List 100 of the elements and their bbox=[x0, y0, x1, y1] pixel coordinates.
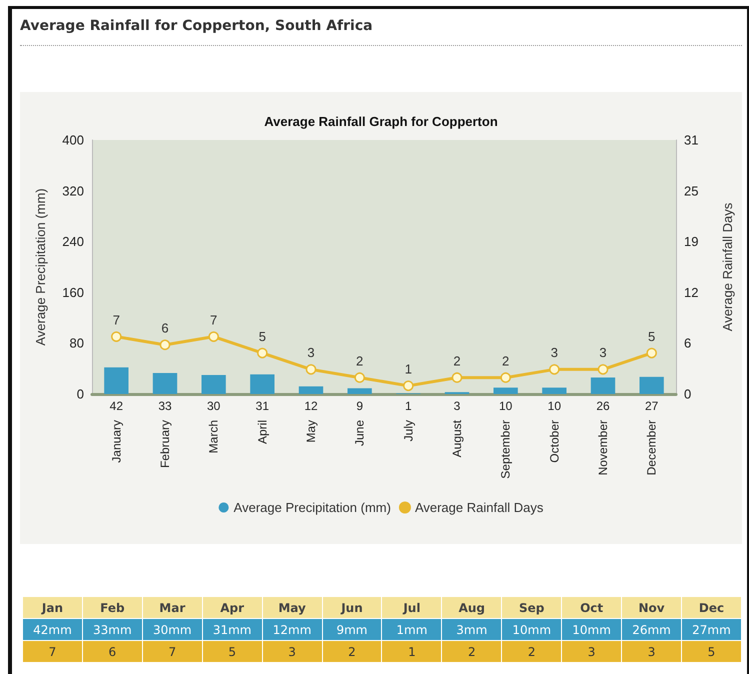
text: 2 bbox=[502, 640, 562, 662]
text: 3 bbox=[562, 640, 622, 662]
y2-tick-label: 0 bbox=[684, 386, 692, 402]
data-label: 5 bbox=[258, 328, 266, 344]
x-tick-label: October bbox=[547, 420, 562, 463]
data-label: 12 bbox=[304, 399, 318, 413]
x-tick-label: June bbox=[352, 420, 367, 446]
data-label: 42 bbox=[110, 399, 124, 413]
point bbox=[403, 380, 414, 392]
x-tick-label: December bbox=[644, 420, 659, 476]
text: 2 bbox=[442, 640, 502, 662]
bar bbox=[250, 374, 274, 394]
y2-tick-label: 12 bbox=[684, 284, 698, 300]
text: 1 bbox=[382, 640, 442, 662]
x-tick-label: January bbox=[109, 420, 124, 463]
text: 9mm bbox=[322, 618, 382, 640]
text: 31mm bbox=[202, 618, 262, 640]
data-label: 10 bbox=[548, 399, 562, 413]
legend-label: Average Rainfall Days bbox=[414, 500, 544, 515]
text: 10mm bbox=[502, 618, 562, 640]
data-label: 5 bbox=[648, 328, 656, 344]
text: 12mm bbox=[262, 618, 322, 640]
point bbox=[452, 372, 462, 383]
data-label: 3 bbox=[307, 345, 315, 360]
point bbox=[111, 331, 122, 342]
text: 42mm bbox=[22, 618, 82, 640]
bar bbox=[152, 373, 178, 394]
text: 33mm bbox=[82, 618, 142, 640]
data-label: 7 bbox=[210, 312, 218, 328]
x-tick-label: April bbox=[255, 420, 270, 444]
bar bbox=[494, 388, 518, 394]
bar bbox=[104, 367, 128, 394]
y2-axis-title: Average Rainfall Days bbox=[720, 202, 735, 332]
data-label: 7 bbox=[112, 312, 120, 328]
data-label: 2 bbox=[453, 353, 461, 368]
point bbox=[549, 364, 560, 375]
bar bbox=[348, 388, 372, 394]
text: 3 bbox=[262, 640, 322, 662]
point bbox=[354, 372, 365, 383]
text: Nov bbox=[622, 596, 682, 618]
text: Dec bbox=[681, 596, 742, 618]
point bbox=[598, 364, 608, 375]
data-label: 1 bbox=[404, 362, 412, 377]
x-tick-label: May bbox=[304, 420, 318, 443]
text: 7 bbox=[142, 640, 202, 662]
data-label: 2 bbox=[502, 353, 510, 368]
point bbox=[500, 372, 511, 383]
y-axis-title: Average Precipitation (mm) bbox=[33, 188, 48, 346]
text: 1mm bbox=[382, 618, 442, 640]
x-tick-label: September bbox=[498, 420, 513, 479]
data-label: 6 bbox=[161, 320, 169, 336]
y2-tick-label: 19 bbox=[684, 234, 698, 250]
y-tick-label: 400 bbox=[62, 132, 84, 148]
y-tick-label: 160 bbox=[62, 284, 84, 300]
chart-subtitle: Average Rainfall Graph for Copperton bbox=[264, 114, 498, 129]
text: 26mm bbox=[622, 618, 682, 640]
data-label: 2 bbox=[356, 353, 364, 368]
text: 3 bbox=[622, 640, 682, 662]
bar bbox=[590, 377, 616, 394]
y-tick-label: 80 bbox=[70, 336, 84, 351]
data-label: 27 bbox=[644, 399, 659, 413]
text: Jan bbox=[22, 596, 82, 618]
y2-tick-label: 31 bbox=[684, 132, 698, 148]
point bbox=[306, 364, 316, 375]
text: Aug bbox=[442, 596, 502, 618]
bar bbox=[542, 388, 566, 394]
text: 6 bbox=[82, 640, 142, 662]
x-tick-label: July bbox=[401, 420, 416, 442]
text: 10mm bbox=[562, 618, 622, 640]
point bbox=[646, 348, 657, 358]
point bbox=[208, 331, 219, 342]
y-tick-label: 0 bbox=[76, 386, 84, 402]
x-tick-label: February bbox=[158, 420, 172, 468]
text: Mar bbox=[142, 596, 202, 618]
data-label: 3 bbox=[454, 399, 461, 413]
bar bbox=[298, 386, 324, 394]
data-label: 33 bbox=[158, 399, 172, 413]
text: Apr bbox=[202, 596, 262, 618]
text: 30mm bbox=[142, 618, 202, 640]
text: Jun bbox=[322, 596, 382, 618]
text: 3mm bbox=[442, 618, 502, 640]
data-label: 26 bbox=[596, 399, 610, 413]
y-tick-label: 320 bbox=[62, 183, 84, 198]
legend-label: Average Precipitation (mm) bbox=[234, 500, 391, 515]
point bbox=[257, 348, 268, 358]
text: 5 bbox=[681, 640, 742, 662]
bar bbox=[202, 374, 226, 394]
x-tick-label: November bbox=[596, 420, 610, 476]
text: 2 bbox=[322, 640, 382, 662]
y2-tick-label: 6 bbox=[684, 336, 692, 351]
text: 7 bbox=[22, 640, 82, 662]
y2-tick-label: 25 bbox=[684, 183, 698, 198]
data-label: 31 bbox=[256, 399, 270, 413]
data-label: 3 bbox=[599, 345, 607, 360]
text: Jul bbox=[382, 596, 442, 618]
data-label: 3 bbox=[550, 345, 558, 360]
data-label: 9 bbox=[356, 399, 364, 413]
text: Oct bbox=[562, 596, 622, 618]
chart-title: Average Rainfall for Copperton, South Africa bbox=[20, 18, 373, 34]
x-tick-label: March bbox=[206, 420, 221, 454]
